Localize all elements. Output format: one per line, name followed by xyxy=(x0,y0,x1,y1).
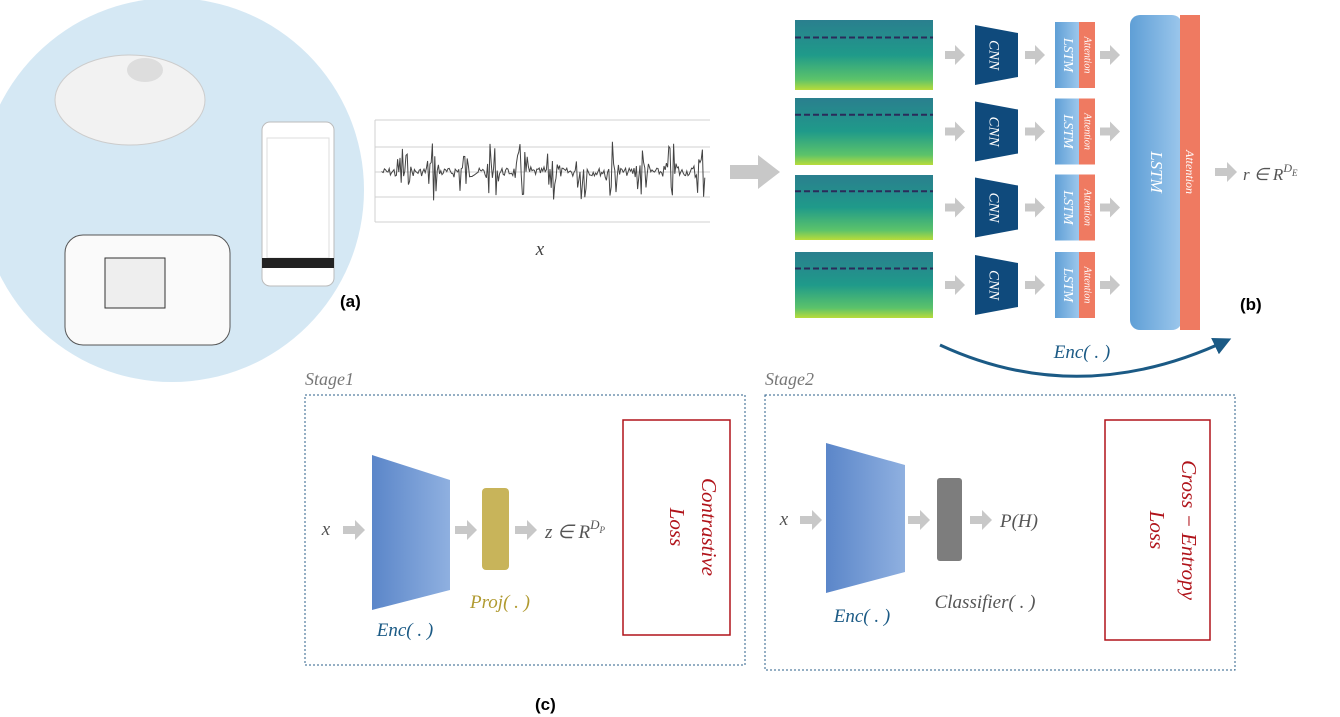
phone-nav xyxy=(262,258,334,268)
sensor-button xyxy=(127,58,163,82)
arrow xyxy=(343,520,365,540)
lstm-label: LSTM xyxy=(1060,37,1075,74)
attention-block xyxy=(1079,98,1095,165)
lstm-label: LSTM xyxy=(1060,267,1075,304)
encoder-label: Enc( . ) xyxy=(376,620,433,641)
stage-box xyxy=(304,394,746,666)
output-base: z ∈ R xyxy=(544,522,590,543)
attention-label: Attention xyxy=(1082,112,1093,150)
arrow xyxy=(1025,121,1045,142)
lstm-label: LSTM xyxy=(1060,189,1075,226)
arrow xyxy=(1100,275,1120,295)
cnn-block xyxy=(975,25,1018,85)
arrow xyxy=(730,155,780,189)
arrow xyxy=(970,510,992,530)
projection-label: Proj( . ) xyxy=(469,592,530,613)
cnn-block xyxy=(975,101,1018,162)
classifier xyxy=(937,478,962,561)
arrow xyxy=(1025,275,1045,295)
arrow xyxy=(945,121,965,142)
stage-box xyxy=(764,394,1236,671)
cnn-block xyxy=(975,255,1018,315)
cnn-label: CNN xyxy=(986,192,1002,223)
encoder xyxy=(372,455,450,610)
encoder xyxy=(826,443,905,593)
output-label: P(H) xyxy=(999,511,1038,532)
arrow xyxy=(945,197,965,218)
loss-label: Contrastive xyxy=(697,478,721,576)
lstm-block xyxy=(1130,15,1182,330)
panel-label: (c) xyxy=(535,695,556,714)
output-label: z ∈ RDP xyxy=(544,517,605,543)
attention-block xyxy=(1079,252,1095,318)
attention-label: Attention xyxy=(1082,36,1093,74)
encoder-arrow xyxy=(939,338,1232,378)
attention-label: Attention xyxy=(1183,149,1197,194)
arrow xyxy=(945,45,965,65)
classifier-label: Classifier( . ) xyxy=(935,592,1036,613)
output-sub: E xyxy=(1291,168,1298,178)
input-label: x xyxy=(321,519,331,540)
stage-title: Stage2 xyxy=(765,369,814,389)
lstm-block xyxy=(1055,252,1079,318)
arrow xyxy=(908,510,930,530)
cnn-label: CNN xyxy=(986,116,1002,147)
arrow xyxy=(1100,121,1120,142)
bp-screen xyxy=(104,257,166,309)
projection xyxy=(482,488,509,570)
attention-label: Attention xyxy=(1082,266,1093,304)
arrow xyxy=(1215,162,1237,182)
arrow xyxy=(945,275,965,295)
attention-block xyxy=(1180,15,1200,330)
attention-block xyxy=(1079,22,1095,88)
spectrogram xyxy=(795,98,933,165)
spectrogram xyxy=(795,20,933,90)
cnn-label: CNN xyxy=(986,40,1002,71)
cnn-label: CNN xyxy=(986,270,1002,301)
encoder-label: Enc( . ) xyxy=(1053,342,1110,363)
waveform xyxy=(381,141,706,201)
loss-label: Loss xyxy=(1145,510,1169,550)
spectrogram xyxy=(795,252,933,318)
loss-label: Cross − Entropy xyxy=(1177,460,1201,600)
output-sup: D xyxy=(1282,161,1292,175)
stage-title: Stage1 xyxy=(305,369,354,389)
arrow xyxy=(800,510,822,530)
arrow xyxy=(515,520,537,540)
lstm-label: LSTM xyxy=(1060,113,1075,150)
output-sup: D xyxy=(589,517,600,532)
signal-label: x xyxy=(535,239,545,260)
arrow xyxy=(1100,197,1120,218)
input-label: x xyxy=(779,509,789,530)
arrow xyxy=(1025,197,1045,218)
lstm-block xyxy=(1055,98,1079,165)
attention-block xyxy=(1079,174,1095,241)
lstm-label: LSTM xyxy=(1147,150,1166,193)
arrow xyxy=(1100,45,1120,65)
output-sub: P xyxy=(598,525,605,535)
panel-label: (a) xyxy=(340,292,361,311)
attention-label: Attention xyxy=(1082,188,1093,226)
lstm-block xyxy=(1055,22,1079,88)
loss-label: Loss xyxy=(665,507,689,547)
arrow xyxy=(455,520,477,540)
cnn-block xyxy=(975,177,1018,238)
loss-box xyxy=(1104,419,1211,641)
arrow xyxy=(1025,45,1045,65)
output-base: r ∈ R xyxy=(1243,165,1284,184)
phone-screen xyxy=(266,137,330,259)
lstm-block xyxy=(1055,174,1079,241)
spectrogram xyxy=(795,175,933,240)
sensor-device xyxy=(54,54,206,146)
output-label: r ∈ RDE xyxy=(1243,161,1298,184)
encoder-label: Enc( . ) xyxy=(833,606,890,627)
loss-box xyxy=(622,419,731,636)
panel-label: (b) xyxy=(1240,295,1262,314)
